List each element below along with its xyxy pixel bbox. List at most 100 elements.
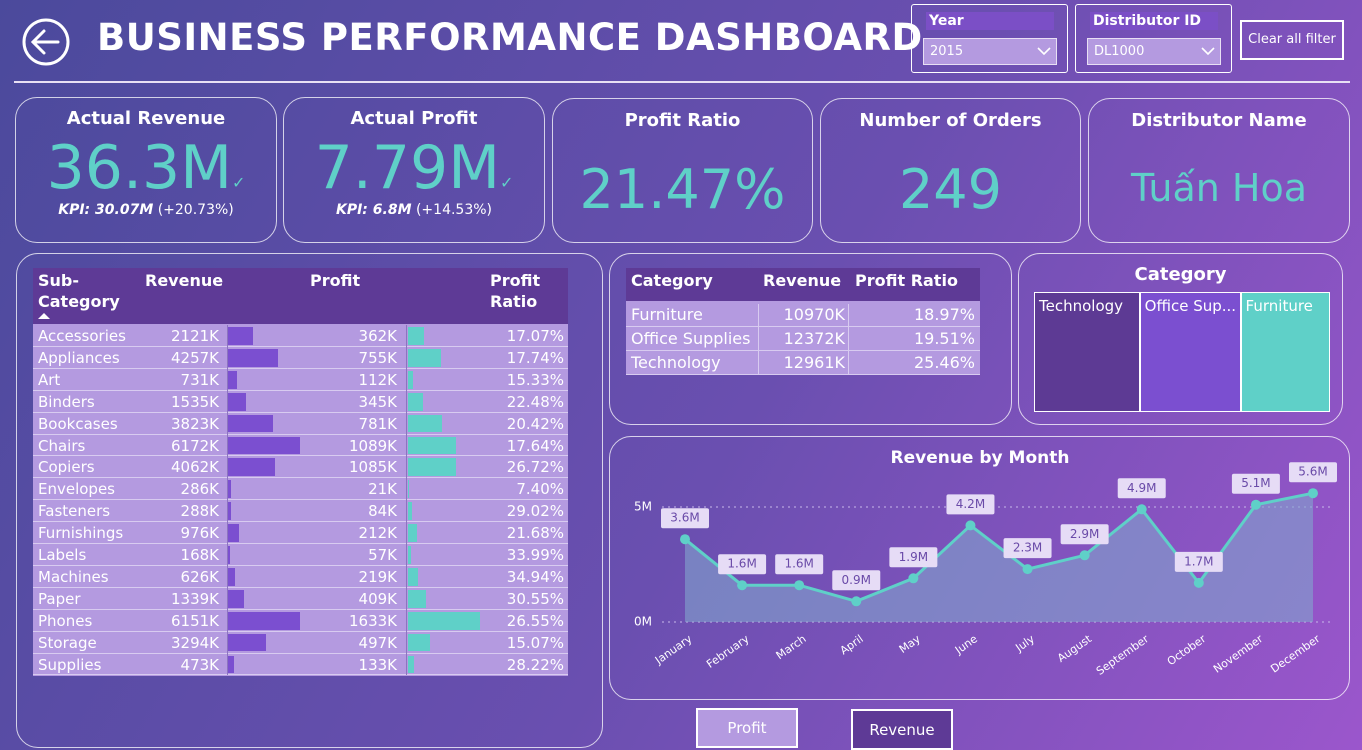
profit-cell: 21K — [368, 480, 397, 499]
filter-label: Year — [926, 12, 1054, 30]
revenue-cell: 288K — [180, 502, 219, 521]
data-label-box — [661, 508, 709, 529]
row-label: Envelopes — [38, 480, 115, 499]
kpi-label: KPI: — [58, 202, 91, 218]
x-tick-label: March — [774, 632, 809, 662]
data-label: 1.7M — [1184, 554, 1213, 568]
row-label: Furnishings — [38, 524, 124, 543]
column-divider — [758, 304, 759, 375]
treemap-label: Office Sup... — [1144, 297, 1237, 315]
category-table: Category Revenue Profit Ratio Furniture 1… — [626, 268, 980, 375]
row-label: Office Supplies — [631, 329, 751, 348]
revenue-cell: 168K — [180, 546, 219, 564]
row-divider — [33, 499, 568, 501]
treemap-panel: Category — [1018, 253, 1343, 425]
x-tick-label: September — [1094, 632, 1152, 678]
ratio-cell: 21.68% — [506, 524, 564, 543]
column-header: Profit Ratio — [490, 271, 541, 311]
data-label: 1.6M — [727, 557, 756, 571]
data-label: 2.3M — [1013, 541, 1042, 555]
row-divider — [33, 652, 568, 654]
row-label: Machines — [38, 567, 109, 586]
revenue-bar — [228, 458, 276, 477]
point — [851, 596, 862, 607]
profit-bar — [408, 633, 430, 652]
kpi-value: 36.3M✓ — [16, 138, 276, 198]
area — [685, 493, 1313, 622]
revenue-bar — [228, 348, 278, 367]
ratio-cell: 22.48% — [506, 392, 564, 411]
data-label-box — [1117, 478, 1166, 499]
ratio-cell: 15.33% — [506, 370, 564, 389]
profit-cell: 219K — [358, 567, 397, 586]
clear-filter-button[interactable]: Clear all filter — [1240, 20, 1344, 60]
subcategory-panel — [16, 253, 603, 748]
profit-cell: 57K — [368, 546, 397, 564]
revenue-bar — [228, 327, 253, 345]
row-label: Supplies — [38, 655, 102, 674]
row-label: Fasteners — [38, 502, 111, 521]
treemap: Technology Office Sup... Furniture — [1034, 292, 1330, 412]
revenue-cell: 3823K — [170, 414, 219, 433]
back-button[interactable] — [22, 18, 72, 68]
x-tick-label: August — [1055, 632, 1095, 665]
treemap-label: Furniture — [1245, 297, 1313, 315]
data-label-box — [1174, 551, 1223, 572]
profit-cell: 1089K — [348, 436, 397, 455]
x-tick-label: July — [1012, 632, 1037, 655]
revenue-cell: 3294K — [170, 633, 219, 652]
table-header — [33, 268, 568, 324]
row-divider — [626, 326, 980, 327]
ratio-cell: 28.22% — [506, 655, 564, 674]
kpi-label: KPI: — [335, 202, 368, 218]
revenue-button[interactable]: Revenue — [851, 709, 953, 750]
filter-dropdown[interactable]: 2015 — [923, 38, 1057, 65]
revenue-cell: 2121K — [170, 327, 219, 345]
sort-indicator — [38, 313, 50, 319]
row-label: Chairs — [38, 436, 86, 455]
revenue-bar — [228, 655, 234, 674]
profit-bar — [408, 524, 418, 542]
kpi-card: Distributor Name Tuấn Hoa — [1088, 98, 1350, 243]
profit-cell: 133K — [358, 655, 397, 674]
row-divider — [33, 543, 568, 544]
row-divider — [33, 455, 568, 457]
point — [1308, 488, 1318, 499]
revenue-cell: 4062K — [170, 458, 219, 477]
data-label-box — [1289, 462, 1337, 483]
kpi-target: KPI: 30.07M (+20.73%) — [16, 202, 276, 218]
kpi-value-text: 7.79M — [314, 133, 500, 203]
revenue-bar — [228, 414, 273, 433]
profit-bar — [408, 392, 424, 411]
category-panel — [609, 253, 1012, 425]
data-label-box — [889, 547, 938, 568]
ratio-cell: 26.72% — [506, 458, 564, 477]
treemap-cell: Technology — [1034, 292, 1140, 412]
ratio-cell: 29.02% — [506, 502, 564, 521]
profit-cell: 781K — [358, 414, 397, 433]
filter-dropdown[interactable]: DL1000 — [1087, 38, 1221, 65]
revenue-cell: 4257K — [170, 348, 219, 367]
column-divider — [406, 325, 407, 675]
row-label: Accessories — [38, 327, 126, 345]
revenue-cell: 626K — [180, 567, 219, 586]
profit-button[interactable]: Profit — [696, 708, 798, 748]
profit-bar — [408, 436, 456, 455]
kpi-value: 7.79M✓ — [284, 138, 544, 198]
point — [908, 573, 919, 584]
kpi-card: Number of Orders 249 — [820, 98, 1081, 243]
column-divider — [848, 304, 849, 375]
profit-cell: 212K — [358, 524, 397, 543]
row-label: Binders — [38, 392, 95, 411]
point — [1136, 504, 1147, 515]
x-tick-label: May — [897, 632, 923, 656]
kpi-value: Tuấn Hoa — [1130, 166, 1308, 210]
point — [680, 534, 690, 545]
revenue-bar — [228, 370, 237, 389]
data-label: 1.6M — [784, 557, 813, 571]
treemap-cell: Furniture — [1240, 292, 1330, 412]
year-filter: Year 2015 — [911, 4, 1068, 73]
kpi-card: Actual Profit 7.79M✓ KPI: 6.8M (+14.53%) — [283, 97, 545, 243]
ratio-cell: 34.94% — [506, 567, 564, 586]
